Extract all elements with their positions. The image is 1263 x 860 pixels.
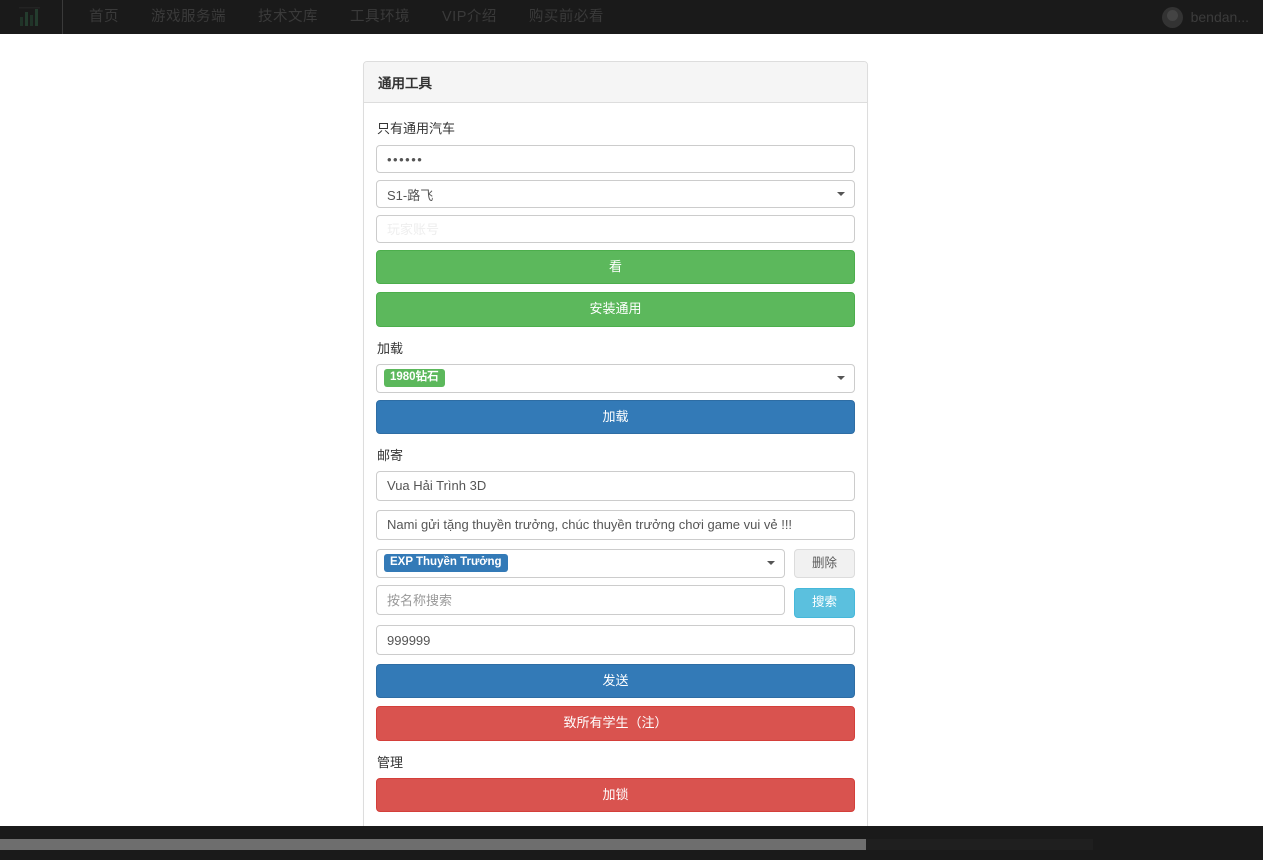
navbar-links: 首页 游戏服务端 技术文库 工具环境 VIP介绍 购买前必看 (89, 0, 1162, 34)
lock-button[interactable]: 加锁 (376, 777, 855, 812)
search-button[interactable]: 搜索 (794, 588, 855, 618)
nav-item-toolenv[interactable]: 工具环境 (350, 9, 410, 25)
manage-section-label: 管理 (377, 754, 404, 770)
server-select-value: S1-路飞 (387, 187, 434, 203)
load-button[interactable]: 加载 (376, 399, 855, 434)
panel-body: 只有通用汽车 S1-路飞 看 安装通用 加载 1980钻石 加载 (364, 103, 867, 826)
nav-item-prepurchase[interactable]: 购买前必看 (528, 9, 604, 25)
view-button[interactable]: 看 (376, 250, 855, 285)
mail-search-row: 搜索 (376, 585, 855, 618)
send-button[interactable]: 发送 (376, 664, 855, 699)
horizontal-scrollbar-thumb[interactable] (0, 839, 866, 850)
load-item-tag[interactable]: 1980钻石 (384, 369, 445, 387)
gm-account-input[interactable] (376, 215, 855, 243)
install-general-button[interactable]: 安装通用 (376, 292, 855, 327)
load-item-select[interactable]: 1980钻石 (376, 363, 855, 393)
nav-item-techdocs[interactable]: 技术文库 (258, 9, 318, 25)
server-select[interactable]: S1-路飞 (376, 180, 855, 208)
mail-content-input[interactable] (376, 509, 855, 540)
gm-section-label: 只有通用汽车 (377, 121, 456, 136)
mail-amount-input[interactable] (376, 625, 855, 655)
nav-item-home[interactable]: 首页 (89, 9, 119, 25)
site-logo[interactable] (0, 0, 62, 34)
gm-password-input[interactable] (376, 145, 855, 173)
panel-title: 通用工具 (378, 76, 432, 91)
top-navbar: 首页 游戏服务端 技术文库 工具环境 VIP介绍 购买前必看 bendan... (0, 0, 1263, 34)
navbar-username: bendan... (1190, 9, 1249, 25)
bottom-bar (0, 826, 1263, 860)
panel-header: 通用工具 (364, 62, 867, 103)
mail-search-input[interactable] (376, 585, 785, 616)
navbar-divider (62, 0, 63, 34)
mail-section-label: 邮寄 (377, 447, 404, 463)
load-item-select-box[interactable]: 1980钻石 (376, 363, 855, 393)
delete-button[interactable]: 删除 (794, 548, 855, 579)
site-logo-icon (19, 7, 40, 26)
general-tools-panel: 通用工具 只有通用汽车 S1-路飞 看 安装通用 加载 1980钻石 (363, 61, 868, 826)
load-section-label: 加载 (377, 340, 404, 356)
user-avatar-icon (1161, 6, 1183, 28)
mail-reward-select-box[interactable]: EXP Thuyền Trưởng (376, 548, 785, 578)
server-select-box[interactable]: S1-路飞 (376, 180, 855, 208)
mail-reward-tag[interactable]: EXP Thuyền Trưởng (384, 554, 508, 573)
page-content: 通用工具 只有通用汽车 S1-路飞 看 安装通用 加载 1980钻石 (0, 34, 1263, 826)
nav-item-vip[interactable]: VIP介绍 (442, 9, 497, 25)
mail-reward-select[interactable]: EXP Thuyền Trưởng (376, 548, 785, 578)
send-to-all-button[interactable]: 致所有学生（注） (376, 706, 855, 741)
navbar-user-menu[interactable]: bendan... (1161, 6, 1249, 28)
mail-reward-row: EXP Thuyền Trưởng 删除 (376, 548, 855, 579)
nav-item-gameserver[interactable]: 游戏服务端 (151, 9, 226, 25)
mail-title-input[interactable] (376, 470, 855, 501)
